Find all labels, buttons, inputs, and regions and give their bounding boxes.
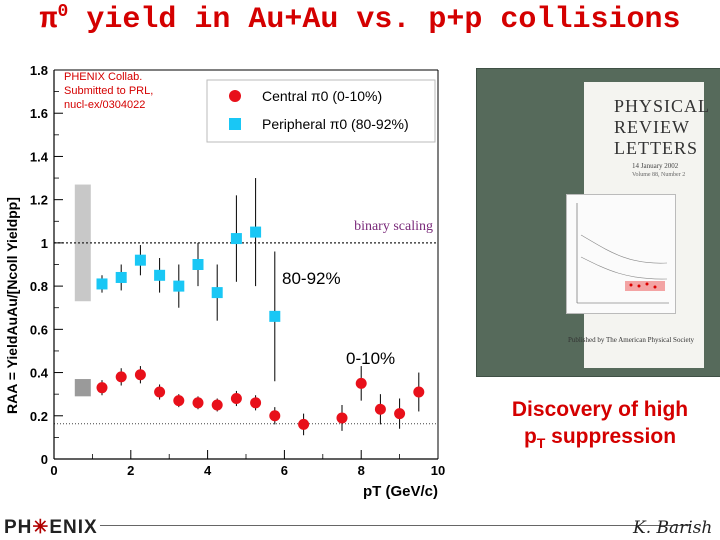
central-point (336, 412, 348, 424)
chart-labels: PHENIX Collab. Submitted to PRL, nucl-ex/0… (64, 71, 433, 368)
central-annotation: 0-10% (346, 349, 395, 368)
peripheral-point (154, 269, 166, 281)
central-point (96, 382, 108, 394)
journal-volume: Volume 88, Number 2 (632, 172, 686, 178)
systematic-band-1 (74, 379, 91, 397)
central-point (211, 399, 223, 411)
central-point (355, 377, 367, 389)
peripheral-point (115, 271, 127, 283)
x-axis-title: pT (GeV/c) (363, 483, 438, 500)
author-name: K. Barish (633, 518, 713, 538)
peripheral-point (192, 259, 204, 270)
peripheral-point (211, 287, 223, 299)
y-axis-title: RAA = YieldAuAu/[Ncoll Yieldpp] (4, 197, 20, 414)
chart-axes: 0 0.2 0.4 0.6 0.8 1 1.2 1.4 1.6 1.8 0 2 4 6 8 10 pT (GeV… (4, 63, 445, 500)
central-point (134, 369, 146, 381)
peripheral-point (96, 278, 108, 290)
journal-publisher: Published by The American Physical Socie… (568, 336, 695, 344)
central-point (269, 410, 281, 422)
binary-scaling-label: binary scaling (354, 219, 433, 234)
binary-scaling-line (54, 242, 438, 425)
y-tick-label: 1.6 (30, 106, 48, 121)
legend-box (206, 79, 436, 143)
central-point (230, 392, 242, 404)
data-series (96, 178, 425, 436)
x-tick-label: 8 (358, 463, 365, 478)
y-tick-label: 0 (41, 452, 48, 467)
systematic-bands (74, 184, 91, 397)
central-point (250, 397, 262, 409)
legend-central-marker (229, 90, 241, 102)
central-point (298, 418, 310, 430)
chart-legend: Central π0 (0-10%) Peripheral π0 (80-92%) (206, 79, 436, 143)
peripheral-point (134, 254, 146, 266)
y-tick-label: 0.8 (30, 279, 48, 294)
x-tick-label: 4 (204, 463, 212, 478)
peripheral-point (269, 310, 281, 322)
journal-title: PHYSICAL REVIEW LETTERS (614, 96, 711, 158)
central-point (394, 408, 406, 420)
y-tick-label: 0.4 (30, 366, 49, 381)
peripheral-point (250, 226, 262, 238)
y-tick-label: 1.2 (30, 193, 48, 208)
x-tick-label: 2 (127, 463, 134, 478)
x-tick-label: 6 (281, 463, 288, 478)
legend-central-label: Central π0 (0-10%) (262, 88, 382, 104)
legend-peripheral-marker (229, 118, 241, 130)
legend-peripheral-label: Peripheral π0 (80-92%) (262, 116, 409, 132)
y-tick-label: 0.6 (30, 322, 48, 337)
central-point (173, 395, 185, 407)
discovery-caption: Discovery of high pT suppression (511, 398, 689, 452)
source-note-line: Submitted to PRL, (64, 85, 153, 97)
peripheral-point (173, 280, 185, 292)
source-note-line: PHENIX Collab. (64, 71, 142, 83)
y-tick-label: 1.8 (30, 63, 48, 78)
peripheral-annotation: 80-92% (282, 269, 341, 288)
footer-rule (100, 525, 690, 526)
y-tick-label: 0.2 (30, 409, 48, 424)
central-point (413, 386, 425, 398)
peripheral-point (230, 233, 242, 245)
x-tick-label: 10 (431, 463, 445, 478)
phenix-logo: PH✳ENIX (4, 517, 98, 538)
central-point (192, 397, 204, 409)
journal-date: 14 January 2002 (632, 162, 679, 170)
slide-title: π0 yield in Au+Au vs. p+p collisions (39, 2, 681, 37)
journal-cover-figure (566, 194, 676, 314)
y-tick-label: 1 (41, 236, 48, 251)
y-tick-label: 1.4 (30, 149, 49, 164)
central-point (154, 386, 166, 398)
central-point (374, 403, 386, 415)
raa-chart: 0 0.2 0.4 0.6 0.8 1 1.2 1.4 1.6 1.8 0 2 4 6 8 10 pT (GeV… (4, 63, 445, 500)
central-point (115, 371, 127, 383)
source-note-line: nucl-ex/0304022 (64, 99, 145, 111)
x-tick-label: 0 (50, 463, 57, 478)
